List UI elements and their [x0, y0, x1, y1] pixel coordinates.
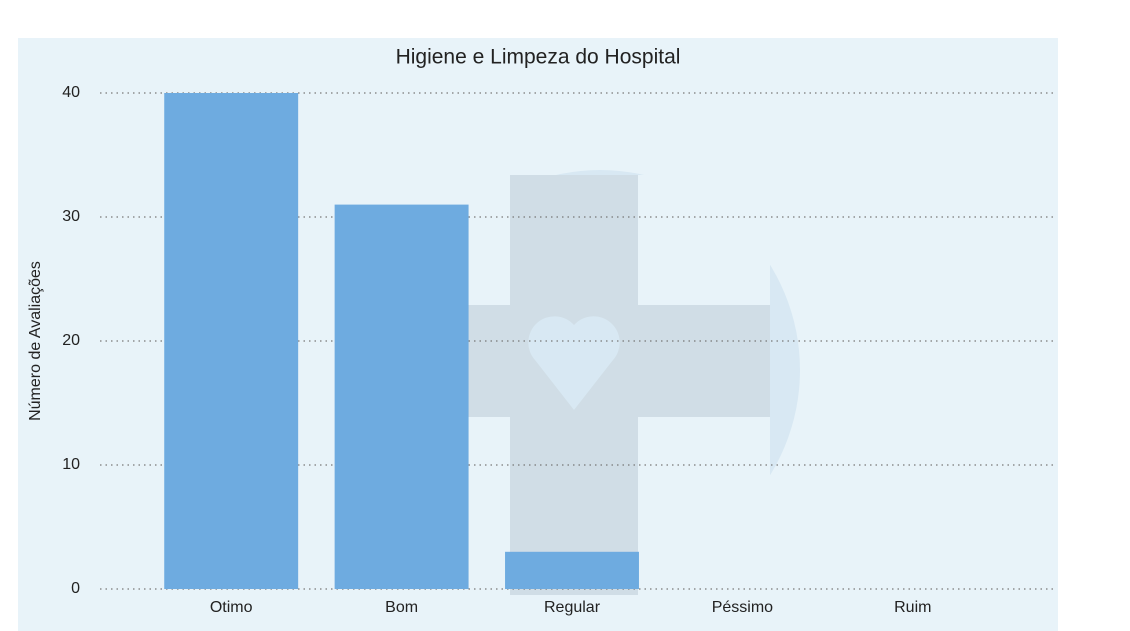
- y-tick-label: 10: [62, 456, 80, 473]
- y-tick-label: 0: [71, 580, 80, 597]
- watermark-logo: [400, 170, 800, 631]
- x-tick-label: Ruim: [894, 599, 931, 616]
- y-tick-label: 40: [62, 84, 80, 101]
- x-tick-label: Regular: [544, 599, 601, 616]
- y-tick-label: 30: [62, 208, 80, 225]
- x-tick-label: Péssimo: [712, 599, 773, 616]
- x-tick-label: Otimo: [210, 599, 253, 616]
- x-tick-label: Bom: [385, 599, 418, 616]
- bar: [334, 204, 469, 589]
- y-axis-label: Número de Avaliações: [27, 261, 44, 421]
- y-tick-label: 20: [62, 332, 80, 349]
- bar: [505, 551, 639, 589]
- bar: [164, 93, 299, 589]
- chart-title: Higiene e Limpeza do Hospital: [396, 46, 681, 69]
- watermark-heart: [528, 316, 620, 410]
